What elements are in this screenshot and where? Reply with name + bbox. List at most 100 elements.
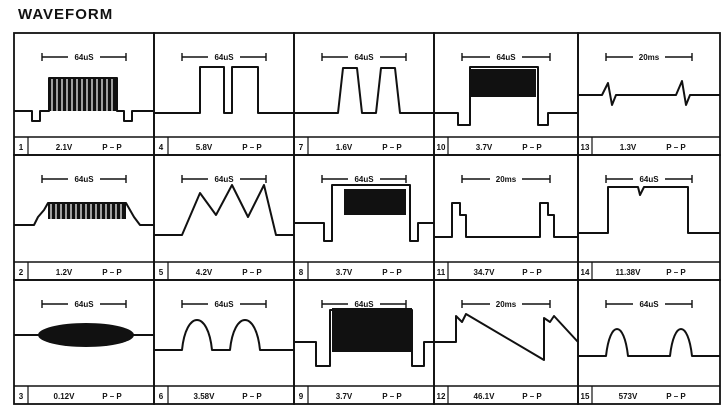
timebase-marker: 20ms xyxy=(461,173,551,185)
amplitude-unit: P – P xyxy=(242,268,262,277)
waveform-cell: 20ms 11 34.7V P – P xyxy=(433,154,579,281)
waveform-cell: 20ms 13 1.3V P – P xyxy=(577,32,721,156)
amplitude-unit: P – P xyxy=(666,143,686,152)
timebase-label: 64uS xyxy=(639,175,659,184)
amplitude-unit: P – P xyxy=(102,268,122,277)
waveform-trace xyxy=(578,186,720,234)
timebase-label: 64uS xyxy=(214,53,234,62)
waveform-cell: 20ms 12 46.1V P – P xyxy=(433,279,579,405)
signal-burst xyxy=(332,308,412,352)
timebase-marker: 64uS xyxy=(605,298,693,310)
cell-number: 2 xyxy=(19,268,24,277)
amplitude-value: 1.6V xyxy=(336,143,353,152)
amplitude-value: 3.7V xyxy=(476,143,493,152)
amplitude-value: 3.7V xyxy=(336,268,353,277)
cell-number: 9 xyxy=(299,392,304,401)
cell-number: 7 xyxy=(299,143,304,152)
waveform-cell: 64uS 15 573V P – P xyxy=(577,279,721,405)
timebase-marker: 64uS xyxy=(41,173,127,185)
timebase-marker: 64uS xyxy=(181,51,267,63)
waveform-cell: 64uS 6 3.58V P – P xyxy=(153,279,295,405)
cell-number: 11 xyxy=(437,268,446,277)
amplitude-value: 3.58V xyxy=(194,392,216,401)
waveform-cell: 64uS 7 1.6V P – P xyxy=(293,32,435,156)
cell-number: 1 xyxy=(19,143,24,152)
waveform-trace xyxy=(578,328,720,357)
timebase-label: 20ms xyxy=(496,175,517,184)
waveform-trace xyxy=(434,202,578,238)
waveform-cell: 64uS 9 3.7V P – P xyxy=(293,279,435,405)
cell-number: 8 xyxy=(299,268,304,277)
waveform-cell: 64uS 1 2.1V P – P xyxy=(13,32,155,156)
amplitude-unit: P – P xyxy=(666,268,686,277)
waveform-trace xyxy=(434,313,579,361)
cell-number: 3 xyxy=(19,392,24,401)
amplitude-value: 11.38V xyxy=(616,268,642,277)
amplitude-unit: P – P xyxy=(242,392,262,401)
amplitude-unit: P – P xyxy=(382,268,402,277)
amplitude-value: 46.1V xyxy=(474,392,496,401)
waveform-cell: 64uS 10 3.7V P – P xyxy=(433,32,579,156)
signal-burst xyxy=(48,203,126,219)
amplitude-unit: P – P xyxy=(666,392,686,401)
amplitude-unit: P – P xyxy=(522,268,542,277)
timebase-marker: 20ms xyxy=(461,298,551,310)
amplitude-value: 34.7V xyxy=(474,268,496,277)
cell-number: 4 xyxy=(159,143,164,152)
timebase-marker: 64uS xyxy=(461,51,551,63)
timebase-label: 64uS xyxy=(214,175,234,184)
timebase-label: 20ms xyxy=(639,53,660,62)
amplitude-unit: P – P xyxy=(102,143,122,152)
waveform-trace xyxy=(578,80,720,106)
amplitude-value: 2.1V xyxy=(56,143,73,152)
timebase-marker: 64uS xyxy=(181,298,267,310)
waveform-trace xyxy=(14,77,154,122)
timebase-label: 64uS xyxy=(74,53,94,62)
cell-number: 13 xyxy=(581,143,590,152)
timebase-marker: 64uS xyxy=(41,298,127,310)
waveform-trace xyxy=(154,319,294,351)
waveform-trace xyxy=(14,202,154,226)
amplitude-unit: P – P xyxy=(242,143,262,152)
cell-number: 15 xyxy=(581,392,590,401)
timebase-marker: 64uS xyxy=(605,173,693,185)
timebase-marker: 64uS xyxy=(321,173,407,185)
timebase-label: 64uS xyxy=(354,300,374,309)
amplitude-unit: P – P xyxy=(382,143,402,152)
cell-border xyxy=(577,279,721,405)
amplitude-value: 1.2V xyxy=(56,268,73,277)
waveform-trace xyxy=(294,184,434,242)
waveform-trace xyxy=(294,67,434,114)
timebase-marker: 64uS xyxy=(321,298,407,310)
waveform-trace xyxy=(154,66,294,114)
timebase-marker: 64uS xyxy=(321,51,407,63)
timebase-label: 64uS xyxy=(74,175,94,184)
timebase-label: 64uS xyxy=(354,53,374,62)
amplitude-unit: P – P xyxy=(522,143,542,152)
timebase-marker: 20ms xyxy=(605,51,693,63)
waveform-cell: 64uS 4 5.8V P – P xyxy=(153,32,295,156)
waveform-cell: 64uS 8 3.7V P – P xyxy=(293,154,435,281)
amplitude-value: 3.7V xyxy=(336,392,353,401)
timebase-label: 64uS xyxy=(496,53,516,62)
cell-number: 14 xyxy=(581,268,590,277)
amplitude-value: 0.12V xyxy=(54,392,76,401)
cell-number: 5 xyxy=(159,268,164,277)
timebase-label: 20ms xyxy=(496,300,517,309)
timebase-label: 64uS xyxy=(639,300,659,309)
timebase-label: 64uS xyxy=(214,300,234,309)
waveform-trace xyxy=(434,66,578,126)
amplitude-value: 4.2V xyxy=(196,268,213,277)
timebase-label: 64uS xyxy=(74,300,94,309)
waveform-cell: 64uS 2 1.2V P – P xyxy=(13,154,155,281)
cell-number: 12 xyxy=(437,392,446,401)
signal-burst xyxy=(470,69,536,97)
signal-burst xyxy=(344,189,406,215)
amplitude-unit: P – P xyxy=(522,392,542,401)
waveform-trace xyxy=(294,309,434,367)
amplitude-value: 5.8V xyxy=(196,143,213,152)
waveform-cell: 64uS 3 0.12V P – P xyxy=(13,279,155,405)
waveform-cell: 64uS 14 11.38V P – P xyxy=(577,154,721,281)
signal-burst xyxy=(49,78,117,111)
timebase-marker: 64uS xyxy=(181,173,267,185)
